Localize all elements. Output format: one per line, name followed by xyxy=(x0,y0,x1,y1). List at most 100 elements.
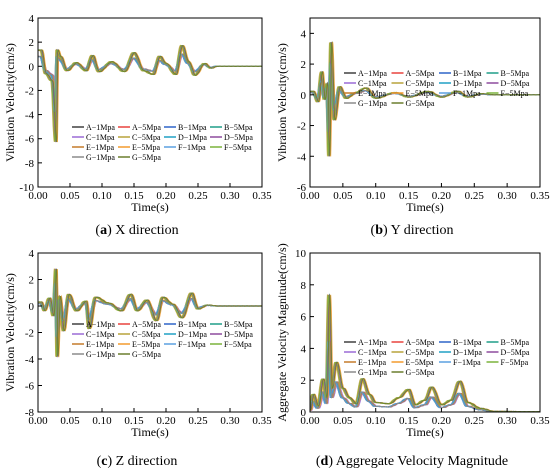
series-group xyxy=(310,40,540,157)
plot-frame xyxy=(309,252,541,413)
y-tick-label: 2 xyxy=(301,375,307,387)
legend-label: B−1Mpa xyxy=(178,320,207,329)
legend-label: D−5Mpa xyxy=(501,79,530,88)
legend-label: C−5Mpa xyxy=(132,330,161,339)
caption-open: ( xyxy=(97,454,102,469)
plot-frame xyxy=(37,17,263,188)
legend-label: C−5Mpa xyxy=(132,133,161,142)
legend-label: G−5Mpa xyxy=(406,99,435,108)
x-tick-label: 0.25 xyxy=(188,190,208,202)
legend-label: E−1Mpa xyxy=(86,340,115,349)
x-tick-label: 0.25 xyxy=(188,415,208,427)
y-tick-label: -10 xyxy=(19,182,34,194)
x-tick-label: 0.05 xyxy=(333,190,353,202)
legend-label: E−1Mpa xyxy=(86,143,115,152)
legend-label: C−1Mpa xyxy=(86,133,115,142)
y-tick-label: 4 xyxy=(301,343,307,355)
x-tick-label: 0.30 xyxy=(498,415,518,427)
y-tick-label: 10 xyxy=(295,248,307,260)
y-tick-label: 0 xyxy=(29,61,35,73)
y-tick-label: -2 xyxy=(25,85,34,97)
x-axis-label: Time(s) xyxy=(406,200,444,214)
x-axis-label: Time(s) xyxy=(131,425,169,439)
x-tick-label: 0.30 xyxy=(498,190,518,202)
x-tick-label: 0.05 xyxy=(333,415,353,427)
x-tick-label: 0.05 xyxy=(60,415,80,427)
legend-label: D−5Mpa xyxy=(224,330,253,339)
legend-label: E−5Mpa xyxy=(406,358,435,367)
y-tick-label: 8 xyxy=(301,280,307,292)
x-tick-label: 0.35 xyxy=(530,415,550,427)
x-tick-label: 0.15 xyxy=(399,415,419,427)
legend-label: E−5Mpa xyxy=(406,89,435,98)
caption-letter: c xyxy=(101,454,107,469)
y-tick-label: 0 xyxy=(29,301,35,313)
legend-label: A−1Mpa xyxy=(358,338,387,347)
x-tick-label: 0.35 xyxy=(530,190,550,202)
series-line-D−1Mpa xyxy=(38,53,262,114)
legend-label: A−1Mpa xyxy=(358,69,387,78)
y-tick-label: 2 xyxy=(29,37,35,49)
x-tick-label: 0.10 xyxy=(92,415,112,427)
x-tick-label: 0.00 xyxy=(28,190,48,202)
x-tick-label: 0.10 xyxy=(366,190,386,202)
legend-label: G−1Mpa xyxy=(86,350,115,359)
legend-label: C−1Mpa xyxy=(86,330,115,339)
y-tick-label: 2 xyxy=(301,59,307,71)
x-tick-label: 0.00 xyxy=(28,415,48,427)
legend-label: B−5Mpa xyxy=(224,320,253,329)
y-tick-label: -4 xyxy=(25,110,35,122)
y-tick-label: 0 xyxy=(301,407,307,419)
x-tick-label: 0.15 xyxy=(399,190,419,202)
caption-text: ) X direction xyxy=(107,223,179,238)
series-group xyxy=(38,44,262,143)
series-line-E−1Mpa xyxy=(38,53,262,112)
x-tick-label: 0.35 xyxy=(252,415,272,427)
legend-label: A−5Mpa xyxy=(406,338,435,347)
y-tick-label: -6 xyxy=(25,381,35,393)
x-tick-label: 0.20 xyxy=(432,190,452,202)
x-tick-label: 0.30 xyxy=(220,415,240,427)
chart-panel-3: 0.00 0.05 0.10 0.15 0.20 0.25 0.30 0.35 0 2 4 6 8 10 T… xyxy=(275,243,550,469)
chart-panel-0: 0.00 0.05 0.10 0.15 0.20 0.25 0.30 0.35 -10 -8 -6 -… xyxy=(3,13,272,238)
legend-label: B−5Mpa xyxy=(501,338,530,347)
legend-label: D−1Mpa xyxy=(178,330,207,339)
y-axis-label: Vibration Velocity(cm/s) xyxy=(3,43,17,162)
caption-letter: d xyxy=(321,454,329,469)
legend-label: E−5Mpa xyxy=(132,340,161,349)
series-line-F−1Mpa xyxy=(38,53,262,112)
y-tick-label: -8 xyxy=(25,158,35,170)
legend-label: F−5Mpa xyxy=(501,358,529,367)
legend-label: A−5Mpa xyxy=(132,320,161,329)
legend-label: C−5Mpa xyxy=(406,348,435,357)
legend-label: B−5Mpa xyxy=(224,123,253,132)
x-tick-label: 0.30 xyxy=(220,190,240,202)
y-tick-label: -2 xyxy=(25,328,34,340)
legend-label: B−1Mpa xyxy=(453,69,482,78)
caption-open: ( xyxy=(95,223,100,238)
y-axis-label: Aggregate Velocity Magnitude(cm/s) xyxy=(275,243,289,421)
x-tick-label: 0.10 xyxy=(92,190,112,202)
legend-label: F−1Mpa xyxy=(453,89,481,98)
legend-label: E−5Mpa xyxy=(132,143,161,152)
series-line-G−1Mpa xyxy=(38,53,262,112)
caption: (c) Z direction xyxy=(97,454,178,469)
caption-text: ) Z direction xyxy=(107,454,177,469)
legend-label: D−1Mpa xyxy=(178,133,207,142)
legend-label: F−5Mpa xyxy=(224,143,252,152)
x-tick-label: 0.25 xyxy=(465,190,485,202)
y-axis-label: Vibration Velocity(cm/s) xyxy=(3,273,17,392)
chart-panel-2: 0.00 0.05 0.10 0.15 0.20 0.25 0.30 0.35 -8 -6 -4 -2… xyxy=(3,248,272,469)
legend-label: F−5Mpa xyxy=(501,89,529,98)
legend-label: D−1Mpa xyxy=(453,348,482,357)
y-tick-label: -2 xyxy=(297,121,306,133)
x-tick-label: 0.15 xyxy=(124,190,144,202)
legend-label: A−1Mpa xyxy=(86,123,115,132)
legend-label: G−5Mpa xyxy=(406,368,435,377)
legend-label: F−1Mpa xyxy=(178,143,206,152)
y-tick-label: 4 xyxy=(301,28,307,40)
legend-label: B−1Mpa xyxy=(178,123,207,132)
legend-label: G−5Mpa xyxy=(132,153,161,162)
x-axis-label: Time(s) xyxy=(131,200,169,214)
